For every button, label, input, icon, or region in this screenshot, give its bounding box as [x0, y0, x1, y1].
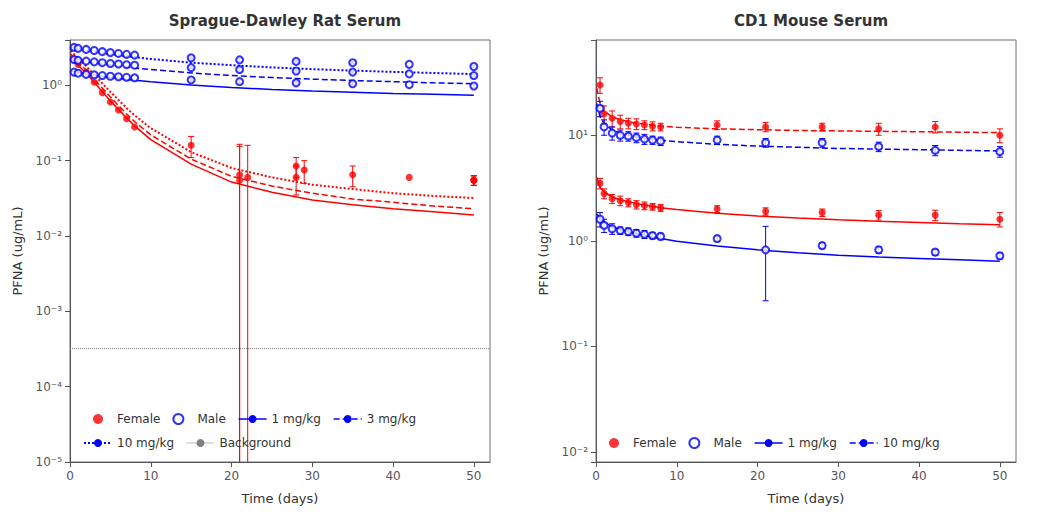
svg-text:Sprague-Dawley Rat Serum: Sprague-Dawley Rat Serum [169, 12, 401, 30]
svg-text:Background: Background [220, 436, 292, 450]
svg-text:PFNA (ug/mL): PFNA (ug/mL) [536, 207, 551, 296]
svg-text:10⁰: 10⁰ [568, 234, 588, 248]
svg-text:PFNA (ug/mL): PFNA (ug/mL) [10, 207, 25, 296]
svg-text:10⁰: 10⁰ [42, 78, 62, 92]
svg-text:10⁻¹: 10⁻¹ [562, 339, 589, 353]
svg-text:10⁻⁴: 10⁻⁴ [36, 380, 63, 394]
svg-text:10 mg/kg: 10 mg/kg [117, 436, 174, 450]
svg-text:10¹: 10¹ [568, 128, 588, 142]
svg-text:10⁻¹: 10⁻¹ [36, 154, 63, 168]
svg-text:Male: Male [197, 412, 225, 426]
svg-text:10 mg/kg: 10 mg/kg [883, 436, 940, 450]
svg-text:0: 0 [66, 469, 74, 483]
svg-text:Time (days): Time (days) [241, 491, 319, 506]
svg-text:40: 40 [385, 469, 400, 483]
svg-text:40: 40 [911, 469, 926, 483]
svg-text:Time (days): Time (days) [767, 491, 845, 506]
svg-text:10: 10 [143, 469, 158, 483]
svg-text:30: 30 [831, 469, 846, 483]
svg-text:CD1 Mouse Serum: CD1 Mouse Serum [734, 12, 888, 30]
svg-text:10⁻²: 10⁻² [36, 229, 63, 243]
svg-text:30: 30 [305, 469, 320, 483]
svg-text:10: 10 [669, 469, 684, 483]
svg-text:Female: Female [633, 436, 676, 450]
svg-text:3 mg/kg: 3 mg/kg [367, 412, 416, 426]
svg-text:0: 0 [592, 469, 600, 483]
svg-text:50: 50 [466, 469, 481, 483]
svg-text:50: 50 [992, 469, 1007, 483]
svg-text:Male: Male [713, 436, 741, 450]
svg-text:Female: Female [117, 412, 160, 426]
svg-text:20: 20 [750, 469, 765, 483]
svg-text:1 mg/kg: 1 mg/kg [788, 436, 837, 450]
svg-text:10⁻⁵: 10⁻⁵ [36, 455, 63, 469]
svg-text:20: 20 [224, 469, 239, 483]
svg-text:10⁻²: 10⁻² [562, 445, 589, 459]
svg-text:10⁻³: 10⁻³ [36, 304, 63, 318]
svg-text:1 mg/kg: 1 mg/kg [272, 412, 321, 426]
